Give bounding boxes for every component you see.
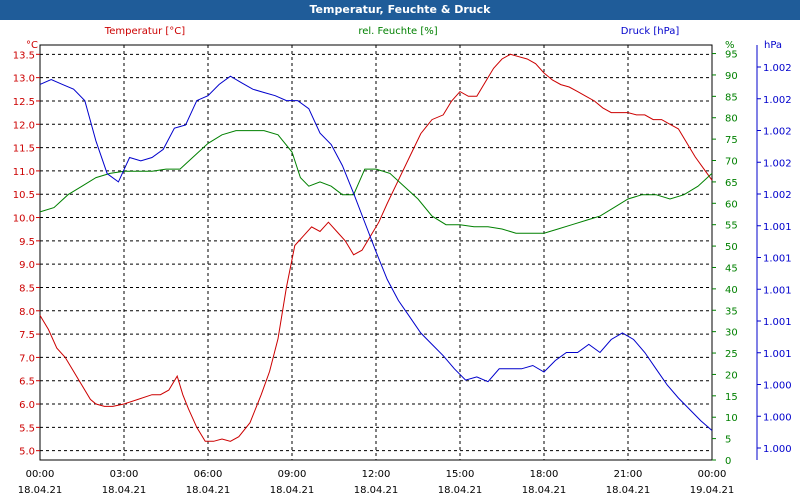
temp-tick-label: 6.5 xyxy=(19,377,35,388)
temp-unit-label: °C xyxy=(26,40,38,51)
humidity-tick-label: 0 xyxy=(725,456,731,467)
humidity-tick-label: 75 xyxy=(725,135,738,146)
x-tick-time: 12:00 xyxy=(362,469,391,480)
pressure-tick-label: 1.002 xyxy=(763,95,792,106)
x-tick-date: 18.04.21 xyxy=(270,485,315,496)
x-tick-time: 15:00 xyxy=(446,469,475,480)
pressure-axis-title: Druck [hPa] xyxy=(621,26,680,37)
pressure-tick-label: 1.001 xyxy=(763,222,792,233)
x-tick-time: 00:00 xyxy=(698,469,727,480)
x-tick-time: 09:00 xyxy=(278,469,307,480)
x-tick-date: 18.04.21 xyxy=(522,485,567,496)
humidity-tick-label: 35 xyxy=(725,306,738,317)
humidity-tick-label: 55 xyxy=(725,221,738,232)
pressure-tick-label: 1.002 xyxy=(763,127,792,138)
x-tick-time: 06:00 xyxy=(194,469,223,480)
temp-axis-title: Temperatur [°C] xyxy=(104,26,185,37)
humidity-tick-label: 95 xyxy=(725,50,738,61)
temp-tick-label: 10.0 xyxy=(13,214,35,225)
humidity-tick-label: 25 xyxy=(725,349,738,360)
pressure-tick-label: 1.002 xyxy=(763,63,792,74)
temp-tick-label: 5.5 xyxy=(19,423,35,434)
humidity-tick-label: 65 xyxy=(725,178,738,189)
temp-tick-label: 8.0 xyxy=(19,307,35,318)
temp-tick-label: 7.5 xyxy=(19,330,35,341)
pressure-tick-label: 1.002 xyxy=(763,158,792,169)
temp-tick-label: 7.0 xyxy=(19,353,35,364)
pressure-tick-label: 1.002 xyxy=(763,190,792,201)
pressure-tick-label: 1.000 xyxy=(763,444,792,455)
humidity-tick-label: 15 xyxy=(725,392,738,403)
x-tick-date: 18.04.21 xyxy=(18,485,63,496)
humidity-tick-label: 45 xyxy=(725,263,738,274)
temp-tick-label: 12.5 xyxy=(13,97,35,108)
x-tick-date: 18.04.21 xyxy=(186,485,231,496)
x-tick-time: 18:00 xyxy=(530,469,559,480)
temp-series-line xyxy=(39,53,713,442)
humidity-tick-label: 10 xyxy=(725,413,738,424)
temp-tick-label: 5.0 xyxy=(19,447,35,458)
humidity-tick-label: 60 xyxy=(725,199,738,210)
temp-tick-label: 11.5 xyxy=(13,144,35,155)
temp-tick-label: 8.5 xyxy=(19,283,35,294)
humidity-tick-label: 40 xyxy=(725,285,738,296)
x-tick-time: 21:00 xyxy=(614,469,643,480)
hum-series-line xyxy=(39,130,713,234)
temp-tick-label: 13.0 xyxy=(13,74,35,85)
humidity-axis-title: rel. Feuchte [%] xyxy=(358,26,437,37)
temp-tick-label: 9.5 xyxy=(19,237,35,248)
humidity-tick-label: 30 xyxy=(725,328,738,339)
pressure-tick-label: 1.001 xyxy=(763,349,792,360)
pressure-tick-label: 1.001 xyxy=(763,317,792,328)
pressure-unit-label: hPa xyxy=(764,40,782,51)
humidity-tick-label: 50 xyxy=(725,242,738,253)
pressure-tick-label: 1.000 xyxy=(763,412,792,423)
chart-title: Temperatur, Feuchte & Druck xyxy=(0,0,800,20)
x-tick-time: 03:00 xyxy=(110,469,139,480)
humidity-tick-label: 5 xyxy=(725,435,731,446)
humidity-tick-label: 85 xyxy=(725,92,738,103)
humidity-tick-label: 70 xyxy=(725,157,738,168)
humidity-tick-label: 90 xyxy=(725,71,738,82)
axes: 00:00 18.04.21 03:00 18.04.21 06:00 18.04.21 0… xyxy=(13,45,792,496)
pressure-tick-label: 1.001 xyxy=(763,285,792,296)
pres-series-line xyxy=(39,75,713,431)
pressure-tick-label: 1.001 xyxy=(763,254,792,265)
temp-tick-label: 11.0 xyxy=(13,167,35,178)
x-tick-date: 18.04.21 xyxy=(606,485,651,496)
temp-tick-label: 13.5 xyxy=(13,50,35,61)
x-tick-date: 19.04.21 xyxy=(690,485,735,496)
series-lines xyxy=(39,53,713,442)
x-tick-date: 18.04.21 xyxy=(354,485,399,496)
humidity-tick-label: 80 xyxy=(725,114,738,125)
humidity-tick-label: 20 xyxy=(725,370,738,381)
temp-tick-label: 12.0 xyxy=(13,120,35,131)
grid xyxy=(39,45,713,460)
temp-tick-label: 9.0 xyxy=(19,260,35,271)
x-tick-date: 18.04.21 xyxy=(102,485,147,496)
temp-tick-label: 10.5 xyxy=(13,190,35,201)
x-tick-date: 18.04.21 xyxy=(438,485,483,496)
humidity-unit-label: % xyxy=(725,40,735,51)
pressure-tick-label: 1.000 xyxy=(763,381,792,392)
x-tick-time: 00:00 xyxy=(26,469,55,480)
temp-tick-label: 6.0 xyxy=(19,400,35,411)
